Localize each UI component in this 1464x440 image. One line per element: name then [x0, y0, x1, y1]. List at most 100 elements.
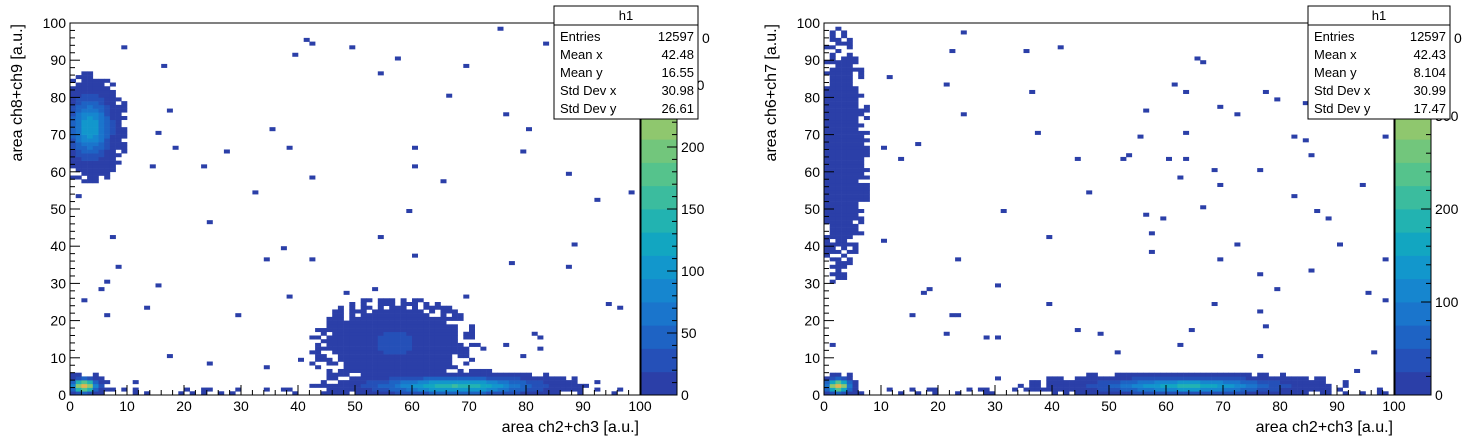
heatmap-cell	[320, 346, 327, 351]
heatmap-cell	[1280, 380, 1286, 385]
heatmap-cell	[1160, 391, 1167, 396]
heatmap-cell	[429, 383, 436, 388]
stats-row-value: 8.104	[1413, 65, 1446, 80]
stats-title-right: h1	[1372, 8, 1386, 23]
heatmap-cell	[412, 376, 418, 381]
heatmap-cell	[841, 223, 848, 228]
heatmap-cell	[846, 75, 853, 80]
heatmap-cell	[87, 376, 94, 381]
heatmap-cell	[835, 220, 842, 225]
heatmap-cell	[565, 383, 572, 388]
heatmap-cell	[75, 153, 82, 158]
heatmap-cell	[75, 372, 82, 377]
colorbar-tick-label: 0	[1435, 387, 1443, 403]
heatmap-cell	[429, 368, 436, 373]
heatmap-cell	[121, 387, 128, 392]
heatmap-cell	[846, 257, 853, 262]
heatmap-cell	[824, 104, 830, 109]
heatmap-cell	[1074, 391, 1081, 396]
heatmap-cell	[1012, 387, 1019, 392]
heatmap-cell	[1280, 372, 1286, 377]
heatmap-cell	[377, 380, 384, 385]
heatmap-cell	[81, 153, 88, 158]
heatmap-cell	[104, 86, 111, 91]
heatmap-cell	[355, 328, 361, 333]
heatmap-cell	[835, 101, 842, 106]
heatmap-cell	[841, 71, 848, 76]
stats-row-label: Mean y	[1314, 65, 1357, 80]
heatmap-cell	[451, 391, 458, 396]
heatmap-cell	[841, 272, 848, 277]
heatmap-cell	[829, 216, 836, 221]
heatmap-cell	[594, 387, 601, 392]
heatmap-cell	[1319, 391, 1326, 396]
heatmap-cell	[531, 391, 538, 396]
heatmap-cell	[81, 78, 88, 83]
heatmap-cell	[1120, 391, 1127, 396]
heatmap-cell	[332, 339, 339, 344]
heatmap-cell	[360, 387, 367, 392]
heatmap-cell	[81, 171, 88, 176]
heatmap-cell	[858, 142, 865, 147]
heatmap-cell	[451, 376, 458, 381]
heatmap-cell	[503, 112, 510, 117]
heatmap-cell	[315, 383, 322, 388]
heatmap-cell	[474, 368, 481, 373]
heatmap-cell	[372, 376, 379, 381]
heatmap-cell	[355, 357, 361, 362]
heatmap-cell	[400, 365, 407, 370]
heatmap-cell	[201, 387, 208, 392]
heatmap-cell	[81, 387, 88, 392]
heatmap-cell	[457, 372, 464, 377]
heatmap-cell	[497, 383, 504, 388]
x-tick-label: 70	[1215, 398, 1231, 414]
heatmap-cell	[841, 179, 848, 184]
heatmap-cell	[1234, 372, 1241, 377]
heatmap-cell	[355, 346, 361, 351]
heatmap-cell	[469, 387, 475, 392]
heatmap-cell	[463, 376, 470, 381]
heatmap-cell	[829, 168, 836, 173]
heatmap-cell	[87, 156, 94, 161]
heatmap-cell	[349, 380, 356, 385]
heatmap-cell	[87, 387, 94, 392]
heatmap-cell	[474, 391, 481, 396]
heatmap-cell	[315, 365, 322, 370]
heatmap-cell	[446, 93, 453, 98]
heatmap-cell	[1223, 372, 1229, 377]
y-tick-label: 100	[797, 15, 821, 31]
heatmap-cell	[423, 339, 430, 344]
heatmap-cell	[235, 387, 242, 392]
heatmap-cell	[1291, 194, 1298, 199]
heatmap-cell	[1262, 387, 1269, 392]
heatmap-cell	[446, 324, 453, 329]
heatmap-cell	[206, 387, 213, 392]
heatmap-cell	[841, 101, 848, 106]
heatmap-cell	[412, 361, 418, 366]
heatmap-cell	[1257, 380, 1264, 385]
heatmap-cell	[835, 179, 842, 184]
heatmap-cell	[446, 357, 453, 362]
heatmap-cell	[394, 383, 401, 388]
stats-row-value: 42.43	[1413, 47, 1446, 62]
heatmap-cell	[70, 86, 76, 91]
heatmap-cell	[109, 145, 116, 150]
heatmap-cell	[554, 391, 561, 396]
heatmap-cell	[548, 391, 555, 396]
heatmap-cell	[92, 130, 99, 135]
heatmap-cell	[829, 257, 836, 262]
heatmap-cell	[846, 63, 853, 68]
colorbar-segment	[641, 185, 677, 210]
heatmap-cell	[1143, 372, 1150, 377]
heatmap-cell	[835, 41, 842, 46]
heatmap-cell	[858, 149, 865, 154]
heatmap-cell	[406, 383, 413, 388]
heatmap-cell	[858, 134, 865, 139]
heatmap-cell	[514, 387, 521, 392]
heatmap-cell	[526, 391, 532, 396]
heatmap-cell	[835, 257, 842, 262]
heatmap-cell	[1285, 391, 1292, 396]
heatmap-cell	[98, 376, 105, 381]
heatmap-cell	[92, 134, 99, 139]
heatmap-cell	[92, 179, 99, 184]
